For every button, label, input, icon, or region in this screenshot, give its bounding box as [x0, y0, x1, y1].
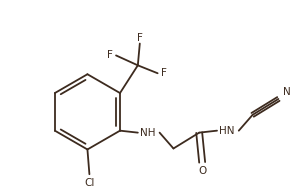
Text: F: F — [137, 33, 143, 43]
Text: F: F — [161, 68, 166, 78]
Text: HN: HN — [219, 126, 235, 136]
Text: O: O — [198, 166, 206, 176]
Text: F: F — [107, 50, 113, 60]
Text: N: N — [283, 87, 291, 97]
Text: Cl: Cl — [84, 178, 95, 188]
Text: NH: NH — [140, 128, 155, 138]
